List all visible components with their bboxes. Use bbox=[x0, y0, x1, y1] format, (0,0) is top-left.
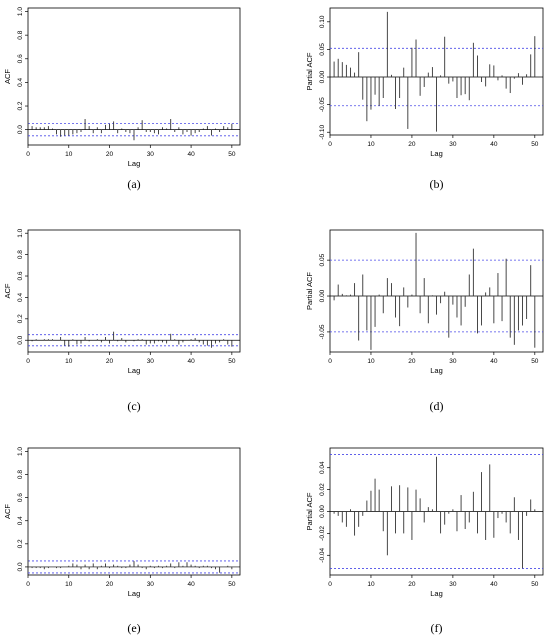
y-tick-label: 0.10 bbox=[319, 15, 326, 28]
y-tick-label: 0.8 bbox=[17, 470, 24, 479]
x-tick-label: 0 bbox=[26, 151, 30, 158]
x-tick-label: 50 bbox=[531, 141, 539, 148]
y-tick-label: 0.8 bbox=[17, 250, 24, 259]
y-tick-label: 0.2 bbox=[17, 101, 24, 110]
x-tick-label: 0 bbox=[328, 358, 332, 365]
x-tick-label: 10 bbox=[367, 141, 375, 148]
y-tick-label: 0.4 bbox=[17, 293, 24, 302]
y-tick-label: 0.0 bbox=[17, 125, 24, 134]
x-tick-label: 50 bbox=[531, 581, 539, 588]
x-tick-label: 50 bbox=[228, 151, 236, 158]
chart-panel-5: 0 10 20 30 40 50 0.0 0.2 0.4 0.6 0.8 1.0 Lag ACF (e) bbox=[3, 447, 241, 635]
y-tick-label: 0.02 bbox=[319, 483, 326, 496]
panel-caption: (b) bbox=[430, 177, 444, 191]
y-tick-label: 1.0 bbox=[17, 7, 24, 16]
panel-caption: (d) bbox=[430, 399, 444, 413]
y-tick-label: 0.00 bbox=[319, 70, 326, 83]
x-tick-label: 10 bbox=[65, 151, 73, 158]
x-tick-label: 20 bbox=[106, 151, 114, 158]
x-axis-label: Lag bbox=[128, 366, 141, 375]
panel-caption: (a) bbox=[127, 177, 140, 191]
y-tick-label: -0.02 bbox=[319, 526, 326, 541]
x-tick-label: 20 bbox=[106, 358, 114, 365]
x-axis-label: Lag bbox=[430, 366, 443, 375]
y-tick-label: 0.6 bbox=[17, 271, 24, 280]
y-tick-label: 0.05 bbox=[319, 253, 326, 266]
x-tick-label: 30 bbox=[147, 151, 155, 158]
y-axis-label: Partial ACF bbox=[305, 272, 314, 310]
y-axis-label: ACF bbox=[3, 504, 12, 519]
x-tick-label: 40 bbox=[490, 581, 498, 588]
y-axis-label: ACF bbox=[3, 69, 12, 84]
x-axis-label: Lag bbox=[430, 149, 443, 158]
y-axis-label: Partial ACF bbox=[305, 52, 314, 90]
y-tick-label: 0.6 bbox=[17, 493, 24, 502]
x-tick-label: 40 bbox=[490, 141, 498, 148]
y-tick-label: 1.0 bbox=[17, 447, 24, 456]
y-tick-label: 0.00 bbox=[319, 505, 326, 518]
y-tick-label: -0.05 bbox=[319, 324, 326, 339]
y-tick-label: 0.2 bbox=[17, 539, 24, 548]
y-tick-label: 0.2 bbox=[17, 314, 24, 323]
x-tick-label: 40 bbox=[187, 581, 195, 588]
x-tick-label: 50 bbox=[228, 358, 236, 365]
y-tick-label: 0.05 bbox=[319, 43, 326, 56]
x-axis-label: Lag bbox=[430, 589, 443, 598]
x-tick-label: 50 bbox=[228, 581, 236, 588]
plot-frame bbox=[27, 447, 241, 576]
x-axis-label: Lag bbox=[128, 159, 141, 168]
x-tick-label: 30 bbox=[449, 358, 457, 365]
y-tick-label: 0.0 bbox=[17, 335, 24, 344]
x-tick-label: 10 bbox=[65, 581, 73, 588]
y-tick-label: 0.6 bbox=[17, 54, 24, 63]
plot-frame bbox=[27, 229, 241, 353]
x-tick-label: 0 bbox=[328, 581, 332, 588]
x-axis-label: Lag bbox=[128, 589, 141, 598]
y-tick-label: 1.0 bbox=[17, 228, 24, 237]
panel-caption: (c) bbox=[127, 399, 140, 413]
y-tick-label: 0.04 bbox=[319, 461, 326, 474]
x-tick-label: 10 bbox=[367, 581, 375, 588]
x-tick-label: 20 bbox=[408, 141, 416, 148]
x-tick-label: 30 bbox=[449, 581, 457, 588]
x-tick-label: 0 bbox=[26, 358, 30, 365]
y-tick-label: -0.10 bbox=[319, 124, 326, 139]
x-tick-label: 20 bbox=[408, 581, 416, 588]
chart-panel-1: 0 10 20 30 40 50 0.0 0.2 0.4 0.6 0.8 1.0 Lag ACF (a) bbox=[3, 7, 241, 191]
y-tick-label: 0.4 bbox=[17, 78, 24, 87]
y-tick-label: 0.4 bbox=[17, 516, 24, 525]
y-tick-label: 0.00 bbox=[319, 289, 326, 302]
panel-caption: (f) bbox=[431, 621, 443, 635]
y-axis-label: Partial ACF bbox=[305, 492, 314, 530]
plot-frame bbox=[329, 229, 544, 353]
chart-panel-4: 0 10 20 30 40 50 -0.05 0.00 0.05 Lag Partial ACF (d… bbox=[305, 229, 544, 413]
y-axis-label: ACF bbox=[3, 283, 12, 298]
x-tick-label: 10 bbox=[367, 358, 375, 365]
x-tick-label: 10 bbox=[65, 358, 73, 365]
x-tick-label: 20 bbox=[106, 581, 114, 588]
plot-frame bbox=[27, 7, 241, 146]
x-tick-label: 50 bbox=[531, 358, 539, 365]
x-tick-label: 40 bbox=[187, 151, 195, 158]
y-tick-label: -0.05 bbox=[319, 97, 326, 112]
y-tick-label: 0.8 bbox=[17, 30, 24, 39]
chart-panel-2: 0 10 20 30 40 50 -0.10 -0.05 0.00 0.05 0.10 Lag Part… bbox=[305, 7, 544, 191]
plot-frame bbox=[329, 7, 544, 136]
x-tick-label: 30 bbox=[449, 141, 457, 148]
chart-panel-6: 0 10 20 30 40 50 -0.04 -0.02 0.00 0.02 0.04 Lag Part… bbox=[305, 447, 544, 635]
chart-panel-3: 0 10 20 30 40 50 0.0 0.2 0.4 0.6 0.8 1.0 Lag ACF (c) bbox=[3, 228, 241, 413]
y-tick-label: -0.04 bbox=[319, 548, 326, 563]
panel-caption: (e) bbox=[127, 621, 140, 635]
x-tick-label: 40 bbox=[187, 358, 195, 365]
x-tick-label: 30 bbox=[147, 581, 155, 588]
x-tick-label: 0 bbox=[26, 581, 30, 588]
x-tick-label: 40 bbox=[490, 358, 498, 365]
y-tick-label: 0.0 bbox=[17, 562, 24, 571]
x-tick-label: 20 bbox=[408, 358, 416, 365]
x-tick-label: 30 bbox=[147, 358, 155, 365]
x-tick-label: 0 bbox=[328, 141, 332, 148]
